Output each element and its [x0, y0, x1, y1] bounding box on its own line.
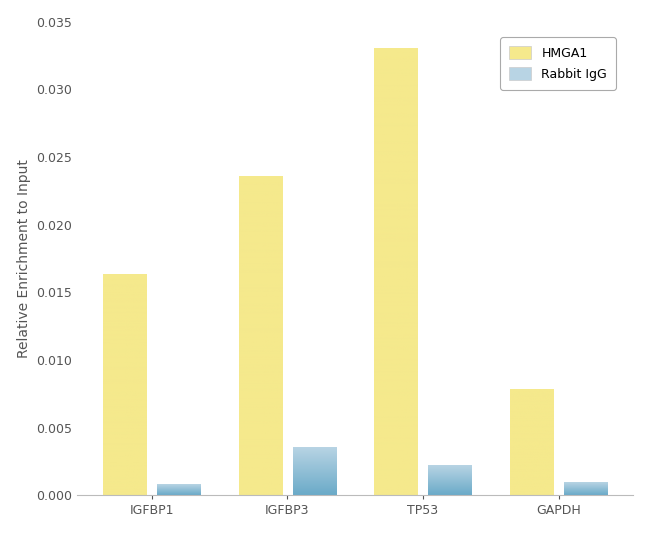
Legend: HMGA1, Rabbit IgG: HMGA1, Rabbit IgG [500, 37, 616, 90]
Y-axis label: Relative Enrichment to Input: Relative Enrichment to Input [17, 159, 31, 358]
